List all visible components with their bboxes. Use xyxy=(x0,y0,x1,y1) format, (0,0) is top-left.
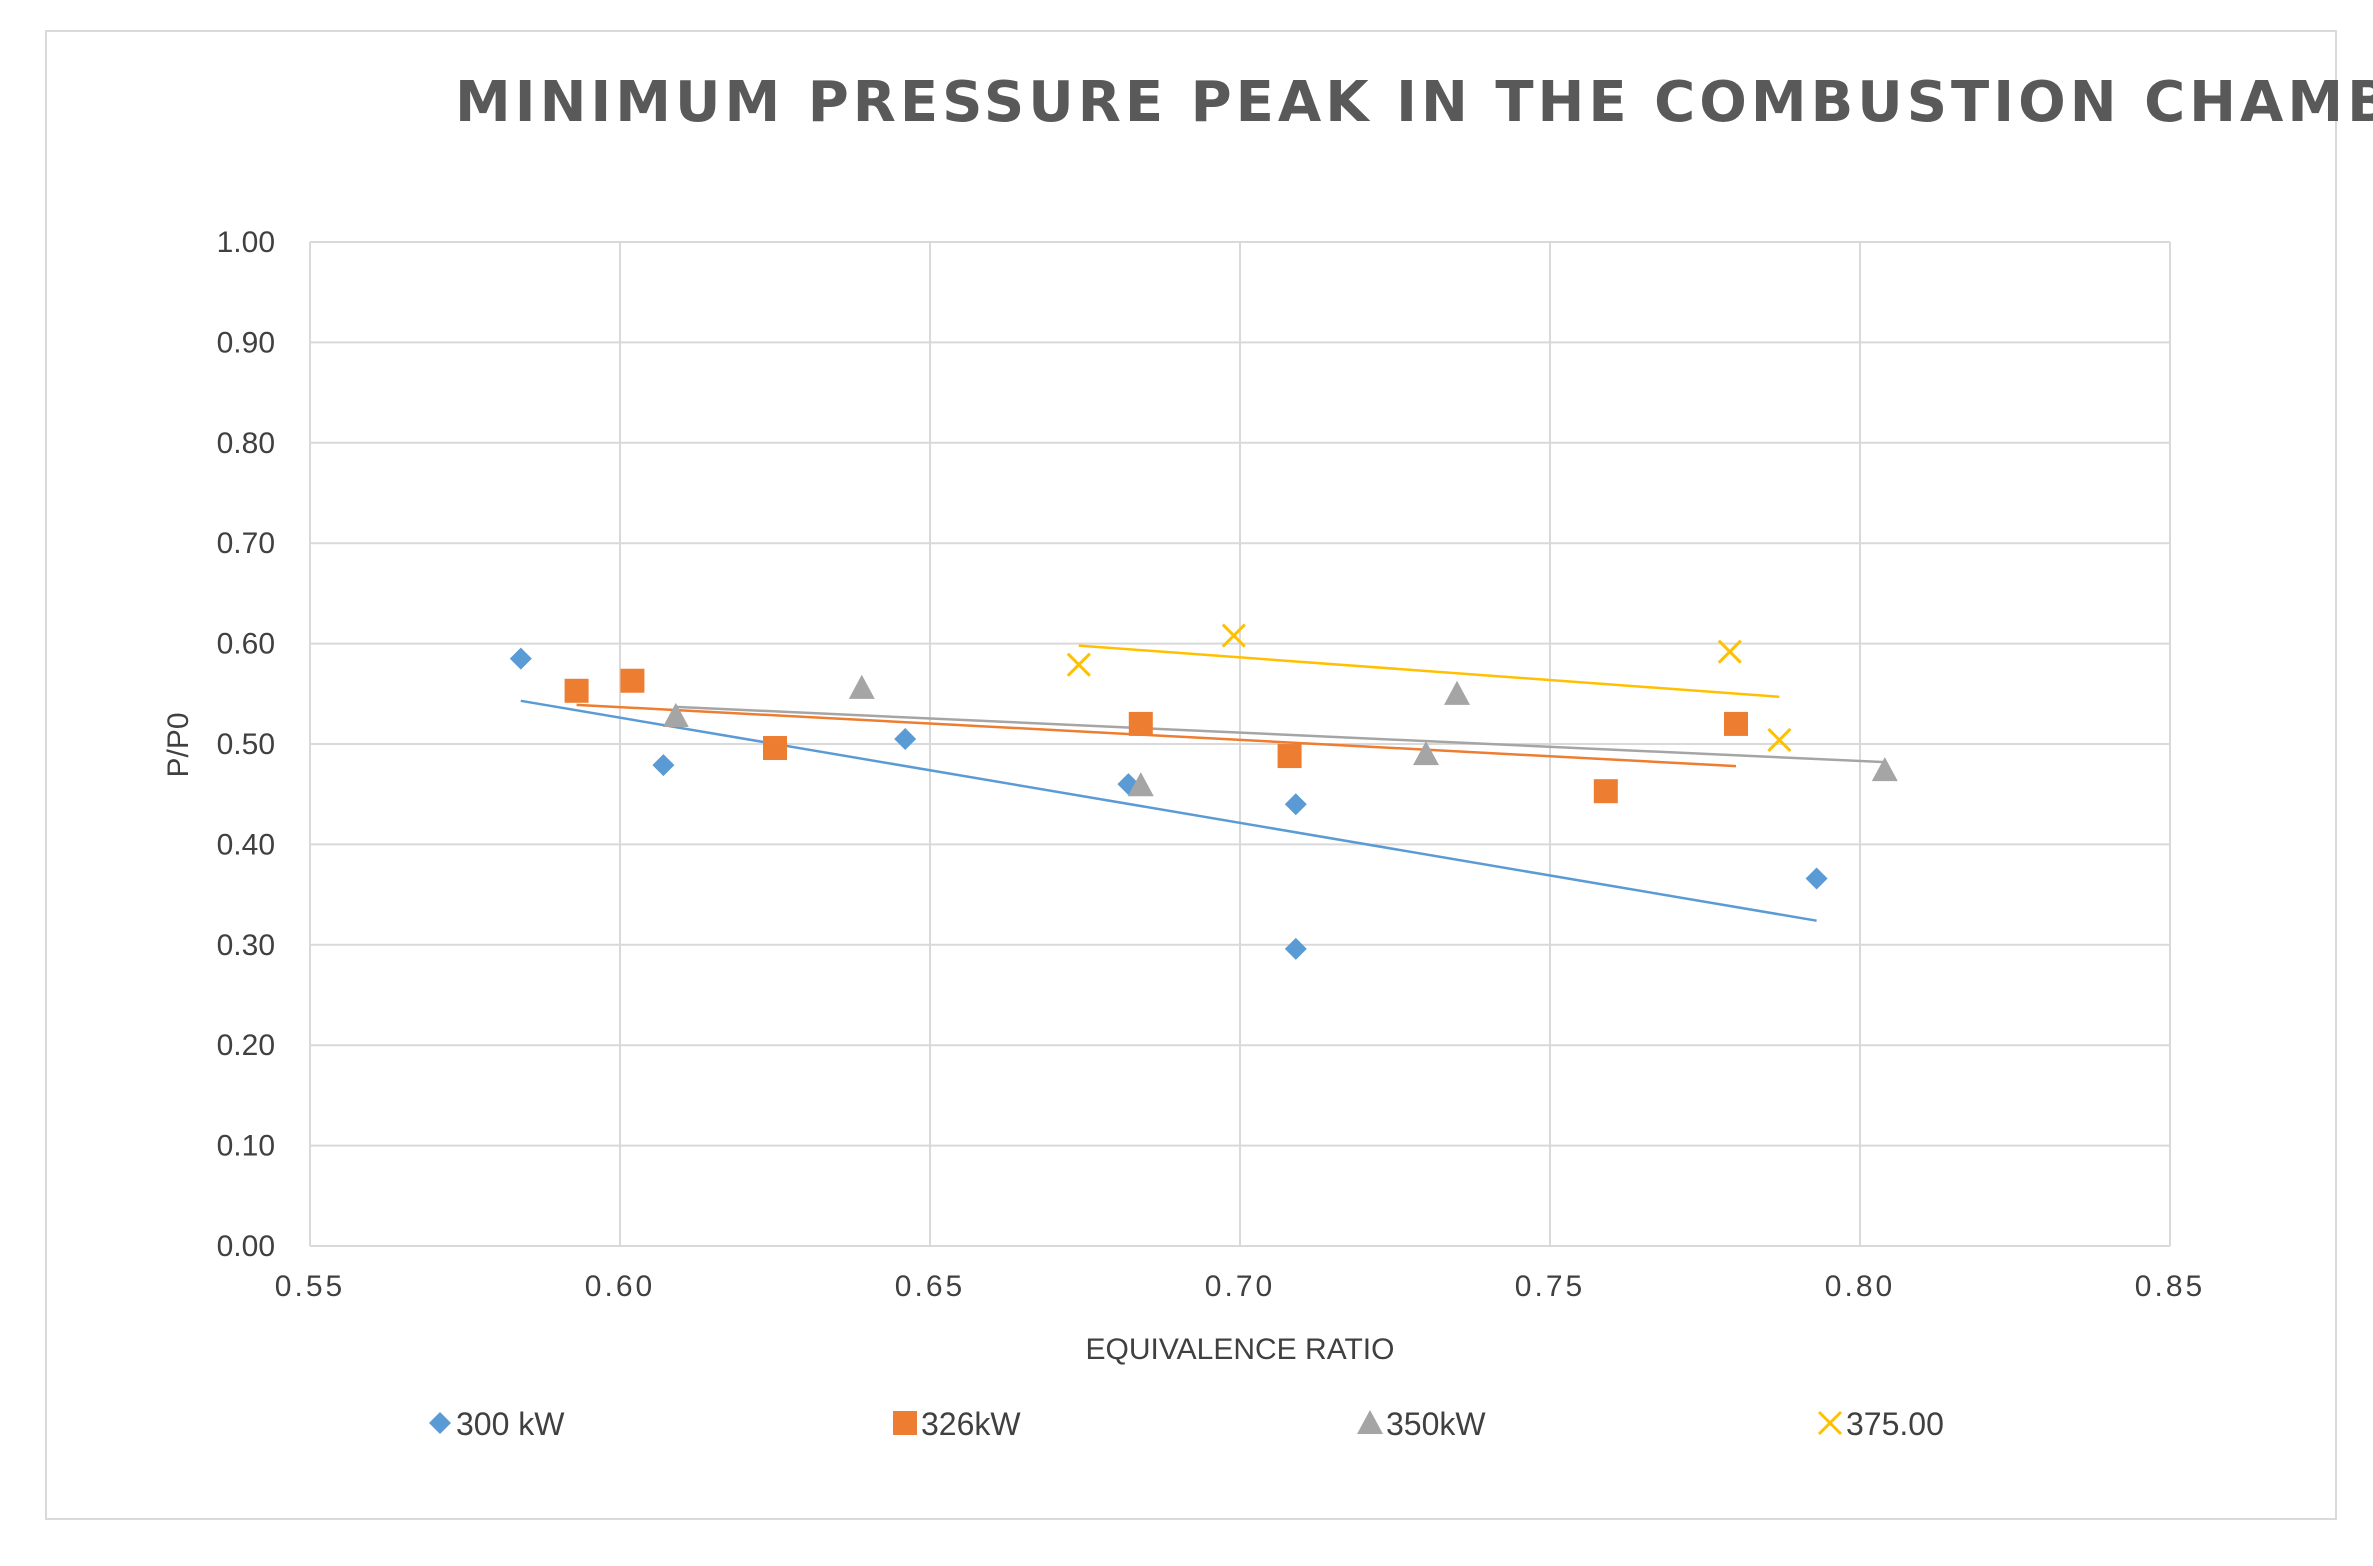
x-tick-label: 0.70 xyxy=(1205,1270,1275,1303)
x-marker-stroke xyxy=(1817,1410,1843,1436)
y-tick-label: 0.20 xyxy=(217,1029,275,1062)
x-marker-stroke xyxy=(1717,639,1742,664)
legend-label-3: 350kW xyxy=(1386,1406,1486,1442)
data-point-series-2 xyxy=(1128,711,1153,736)
legend-label-2: 326kW xyxy=(921,1406,1021,1442)
y-tick-label: 0.90 xyxy=(217,326,275,359)
y-tick-label: 0.80 xyxy=(217,427,275,460)
x-marker-stroke xyxy=(1066,652,1091,677)
trendline-layer xyxy=(520,644,1885,922)
x-tick-label: 0.85 xyxy=(2135,1270,2205,1303)
legend-label-4: 375.00 xyxy=(1846,1406,1944,1442)
data-point-series-3 xyxy=(1871,757,1898,782)
legend-marker-2 xyxy=(893,1411,917,1435)
x-tick-label: 0.60 xyxy=(585,1270,655,1303)
point-layer xyxy=(509,623,1898,960)
trendline-3 xyxy=(675,705,1885,764)
y-tick-label: 0.40 xyxy=(217,828,275,861)
data-point-series-4 xyxy=(1767,727,1792,753)
trendline-4 xyxy=(1078,644,1780,699)
x-marker-stroke xyxy=(1221,623,1246,648)
legend-marker-1 xyxy=(429,1412,451,1434)
data-point-series-3 xyxy=(662,702,689,727)
legend-label-1: 300 kW xyxy=(456,1406,565,1442)
y-tick-label: 0.50 xyxy=(217,728,275,761)
chart-title: MINIMUM PRESSURE PEAK IN THE COMBUSTION … xyxy=(455,70,2373,135)
y-tick-label: 0.60 xyxy=(217,628,275,661)
x-axis-title: EQUIVALENCE RATIO xyxy=(1086,1333,1395,1366)
axis-layer: 0.00 0.10 0.20 0.30 0.40 0.50 0.60 0.70 0.80 0.90… xyxy=(217,226,2205,1303)
data-point-series-1 xyxy=(894,727,917,750)
x-tick-label: 0.65 xyxy=(895,1270,965,1303)
data-point-series-2 xyxy=(620,668,645,693)
data-point-series-2 xyxy=(1724,711,1748,736)
data-point-series-2 xyxy=(1593,779,1618,804)
y-axis-title: P/P0 xyxy=(162,712,195,777)
y-tick-label: 0.70 xyxy=(217,527,275,560)
y-tick-label: 0.30 xyxy=(217,929,275,962)
legend-marker-3 xyxy=(1357,1410,1383,1435)
trendline-2 xyxy=(576,703,1737,768)
data-point-series-1 xyxy=(652,754,675,777)
x-tick-label: 0.55 xyxy=(275,1270,345,1303)
data-point-series-1 xyxy=(1284,793,1307,816)
x-tick-label: 0.75 xyxy=(1515,1270,1585,1303)
data-point-series-1 xyxy=(1284,937,1307,960)
data-point-series-3 xyxy=(1127,772,1154,797)
x-tick-label: 0.80 xyxy=(1825,1270,1895,1303)
grid-layer xyxy=(309,241,2171,1247)
chart-frame xyxy=(45,30,2337,1520)
data-point-series-3 xyxy=(1413,741,1439,766)
data-point-series-4 xyxy=(1221,623,1246,648)
data-point-series-2 xyxy=(1277,744,1302,769)
data-point-series-2 xyxy=(564,678,589,703)
legend-marker-4 xyxy=(1817,1410,1843,1436)
y-tick-label: 0.10 xyxy=(217,1130,275,1163)
data-point-series-3 xyxy=(1444,680,1470,705)
y-tick-label: 1.00 xyxy=(217,226,275,259)
data-point-series-4 xyxy=(1066,652,1091,677)
trendline-1 xyxy=(520,699,1817,922)
data-point-series-3 xyxy=(848,674,875,699)
data-point-series-1 xyxy=(509,647,532,670)
data-point-series-2 xyxy=(763,736,787,761)
y-tick-label: 0.00 xyxy=(217,1230,275,1263)
x-marker-stroke xyxy=(1767,727,1792,753)
data-point-series-4 xyxy=(1717,639,1742,664)
legend: 300 kW 326kW 350kW 375.00 xyxy=(429,1406,1944,1442)
data-point-series-1 xyxy=(1805,867,1828,890)
